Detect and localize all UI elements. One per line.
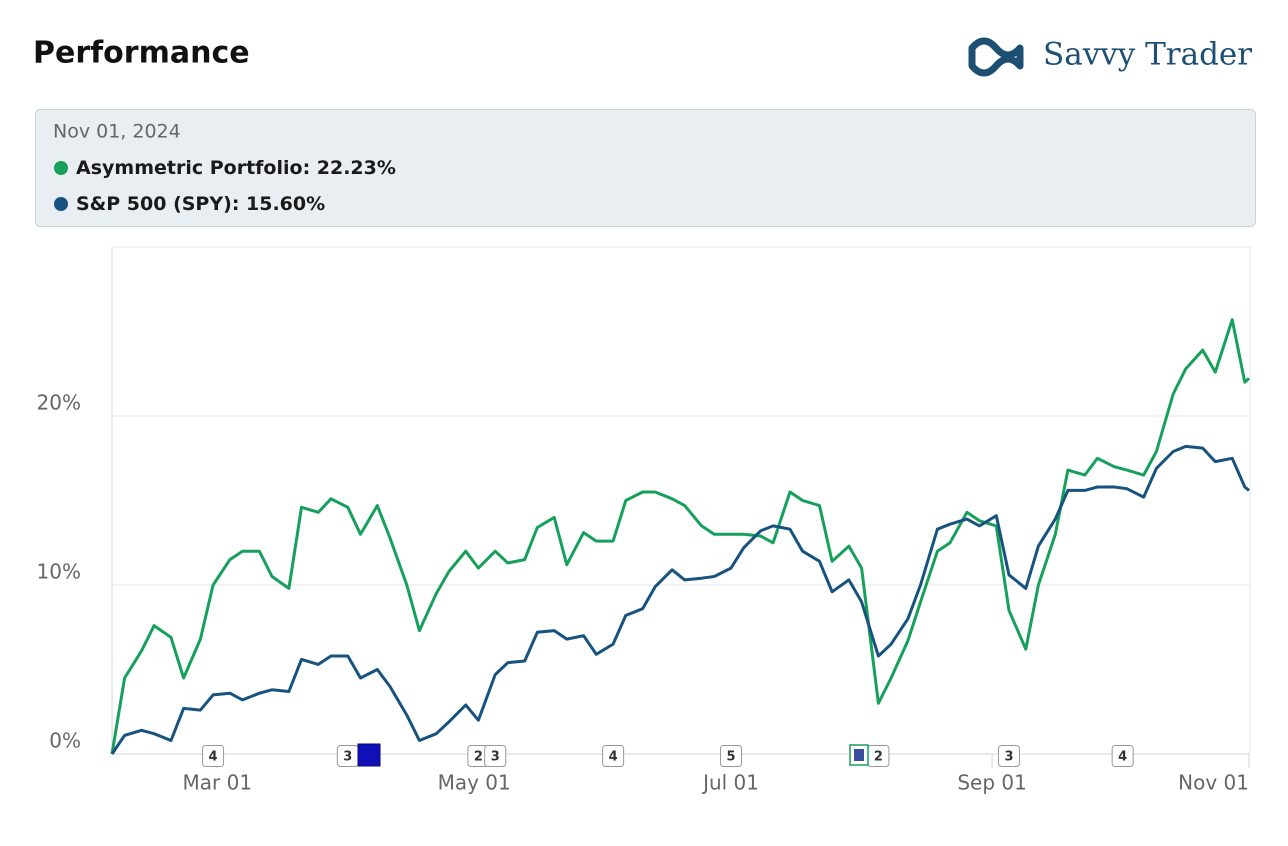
tooltip-dot [54,161,68,175]
x-tick-label: Mar 01 [183,771,253,795]
tooltip-date: Nov 01, 2024 [53,121,181,143]
event-label: 2 [874,750,883,765]
event-label: 4 [609,750,618,765]
tooltip-value: : 22.23% [303,157,396,179]
series-name: Asymmetric Portfolio [76,157,303,179]
tooltip-value: : 15.60% [232,193,325,215]
brand-name: Savvy Trader [1043,37,1252,73]
event-label: 3 [491,750,500,765]
event-marker [602,745,625,767]
event-marker [484,745,507,767]
tooltip-box [35,109,1256,227]
tooltip-dot [54,197,68,211]
page-title: Performance [33,36,250,71]
event-label: 3 [1004,750,1013,765]
event-marker [720,745,743,767]
tooltip-entry: Asymmetric Portfolio: 22.23% [76,157,396,179]
x-tick-label: Jul 01 [701,771,759,795]
event-marker [1111,745,1134,767]
tooltip-entry: S&P 500 (SPY): 15.60% [76,193,325,215]
series-name: S&P 500 (SPY) [76,193,232,215]
y-tick-label: 0% [49,729,81,753]
event-marker [997,745,1020,767]
series-line [110,318,1251,755]
y-tick-label: 20% [37,391,81,415]
event-label: 5 [727,750,736,765]
event-marker [202,745,225,767]
event-label: 2 [474,750,483,765]
y-tick-label: 10% [37,560,81,584]
x-tick-label: May 01 [438,771,511,795]
plot: 0% 10% 20% Mar 01 May 01 Jul 01 Sep 01 Nov 01 4 3… [37,318,1251,795]
brand-logo: Savvy Trader [968,37,1252,77]
event-label: 4 [209,750,218,765]
event-icon [854,749,864,761]
event-label: 4 [1118,750,1127,765]
series-line [110,444,1250,755]
x-tick-label: Nov 01 [1178,771,1249,795]
logo-icon [968,37,1024,77]
event-label: 3 [343,750,352,765]
event-icon [357,743,381,767]
x-tick-label: Sep 01 [957,771,1027,795]
